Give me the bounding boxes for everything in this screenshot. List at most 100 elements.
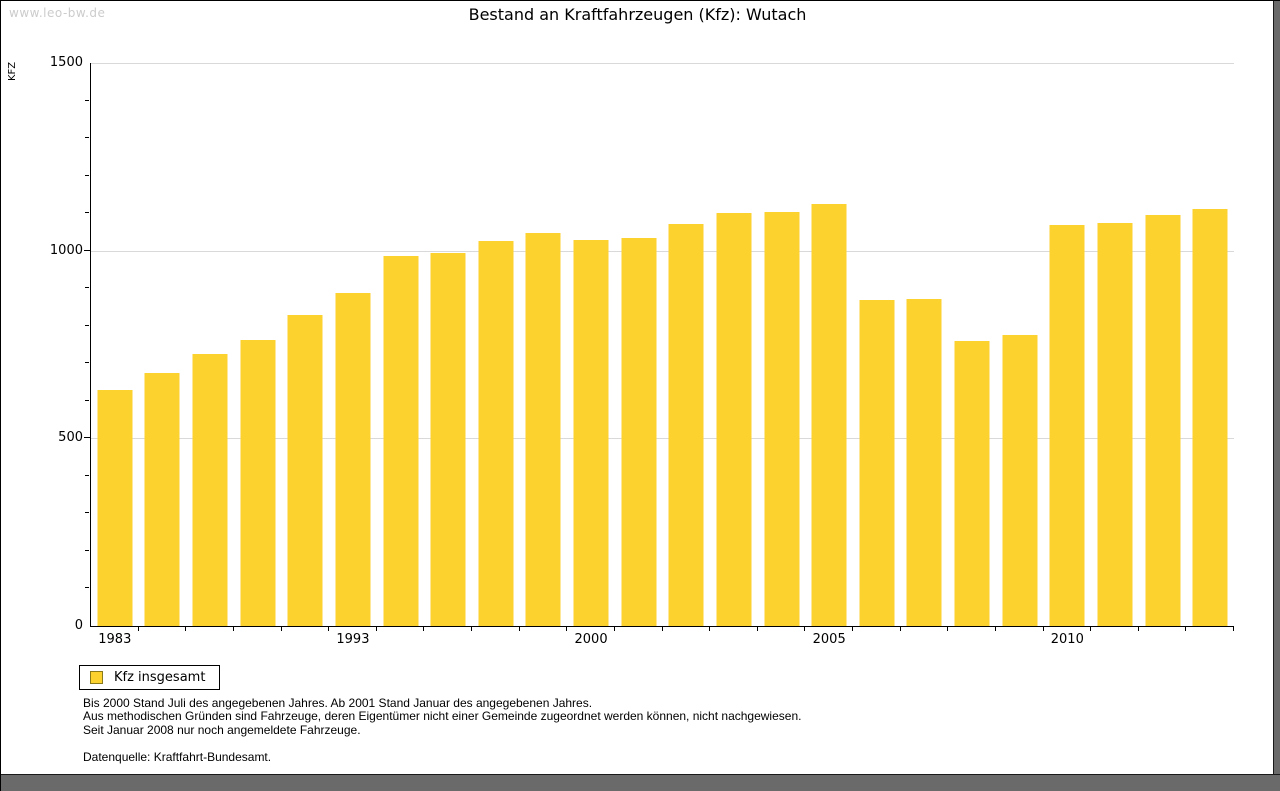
- x-axis-tick: [661, 626, 663, 631]
- x-axis-tick: [1233, 626, 1234, 631]
- bar-slot: [186, 63, 234, 626]
- x-axis-tick-label: 2010: [1050, 632, 1084, 647]
- gridline: [91, 438, 1234, 440]
- x-axis-tick: [185, 626, 187, 631]
- x-axis-tick: [375, 626, 377, 631]
- x-axis-tick: [804, 626, 806, 631]
- bar-2010[interactable]: [1049, 225, 1085, 626]
- bar-2005[interactable]: [811, 203, 847, 626]
- y-axis-tick-label: 1500: [49, 55, 83, 70]
- bar-slot: [424, 63, 472, 626]
- bar-slot: [1186, 63, 1234, 626]
- bar-slot: [805, 63, 853, 626]
- bar-1998[interactable]: [478, 240, 514, 626]
- footnote-line: Bis 2000 Stand Juli des angegebenen Jahr…: [83, 696, 593, 710]
- bar-slot: [853, 63, 901, 626]
- y-axis-tick-label: 1000: [49, 242, 83, 258]
- y-axis-tick: [85, 362, 89, 364]
- bar-1991[interactable]: [287, 315, 323, 626]
- bar-1983[interactable]: [97, 389, 133, 626]
- bar-2013[interactable]: [1192, 209, 1228, 626]
- x-axis-tick: [471, 626, 472, 631]
- y-axis-tick: [85, 174, 89, 176]
- x-axis-tick-label: 1983: [98, 632, 132, 647]
- y-axis-tick: [84, 437, 90, 439]
- footnote-line: Aus methodischen Gründen sind Fahrzeuge,…: [83, 709, 802, 724]
- x-axis-tick: [280, 626, 282, 631]
- x-axis-tick: [328, 626, 330, 631]
- bar-1985[interactable]: [144, 373, 180, 626]
- bar-slot: [1044, 63, 1092, 626]
- bar-2008[interactable]: [954, 341, 990, 626]
- gridline: [91, 63, 1234, 64]
- y-axis-tick: [85, 399, 89, 401]
- x-axis-tick: [423, 626, 425, 631]
- bar-slot: [520, 63, 568, 626]
- bar-slot: [710, 63, 758, 626]
- bar-slot: [567, 63, 615, 626]
- x-axis-tick: [1137, 626, 1139, 631]
- x-axis-tick: [137, 626, 139, 631]
- bar-slot: [377, 63, 425, 626]
- bar-slot: [663, 63, 711, 626]
- y-axis-tick: [84, 249, 90, 251]
- x-axis-tick: [947, 626, 949, 631]
- x-axis-tick: [1042, 626, 1044, 631]
- bar-slot: [1091, 63, 1139, 626]
- bar-2009[interactable]: [1002, 335, 1038, 626]
- x-axis-tick-label: 1993: [336, 632, 370, 647]
- footnotes: Bis 2000 Stand Juli des angegebenen Jahr…: [83, 696, 802, 737]
- x-axis-tick: [852, 626, 853, 631]
- bar-2011[interactable]: [1097, 222, 1133, 626]
- bar-2001[interactable]: [621, 237, 657, 626]
- y-axis-tick: [85, 99, 89, 101]
- x-axis-tick: [518, 626, 520, 631]
- y-axis-tick: [85, 474, 89, 476]
- y-axis-tick: [85, 324, 89, 326]
- bar-1987[interactable]: [192, 353, 228, 626]
- x-axis-tick: [1185, 626, 1187, 631]
- x-axis-tick: [232, 626, 234, 631]
- y-axis-tick: [85, 212, 89, 214]
- x-axis-tick: [1090, 626, 1092, 631]
- bar-slot: [472, 63, 520, 626]
- gridline: [91, 250, 1234, 252]
- window-frame-right: [1273, 1, 1280, 791]
- bar-slot: [996, 63, 1044, 626]
- bar-2012[interactable]: [1145, 215, 1181, 626]
- bar-slot: [615, 63, 663, 626]
- x-axis-tick-label: 2000: [574, 632, 608, 647]
- bar-1993[interactable]: [335, 293, 371, 626]
- plot-area: 0 500 1000 1500 1983 1993 2000 2005 2010: [50, 55, 1234, 647]
- y-axis-tick: [85, 137, 89, 139]
- bar-slot: [758, 63, 806, 626]
- bar-2004[interactable]: [764, 211, 800, 626]
- y-axis-tick-label: 500: [58, 430, 83, 446]
- bar-2007[interactable]: [906, 299, 942, 626]
- bar-2000[interactable]: [573, 239, 609, 626]
- bar-slot: [139, 63, 187, 626]
- bar-2002[interactable]: [668, 224, 704, 626]
- x-axis-tick: [613, 626, 615, 631]
- x-axis-tick: [709, 626, 711, 631]
- bar-1997[interactable]: [430, 252, 466, 626]
- y-axis-tick: [85, 512, 89, 514]
- legend-box[interactable]: Kfz insgesamt: [79, 665, 220, 690]
- footnote-line: Seit Januar 2008 nur noch angemeldete Fa…: [83, 722, 361, 737]
- legend-swatch-icon: [90, 671, 103, 684]
- bar-slot: [234, 63, 282, 626]
- bar-1995[interactable]: [383, 255, 419, 626]
- bar-slot: [91, 63, 139, 626]
- bar-1999[interactable]: [525, 233, 561, 626]
- bar-1989[interactable]: [240, 340, 276, 626]
- bar-slot: [282, 63, 330, 626]
- bar-2003[interactable]: [716, 212, 752, 626]
- x-axis-tick: [756, 626, 758, 631]
- chart-title: Bestand an Kraftfahrzeugen (Kfz): Wutach: [468, 5, 807, 24]
- bar-2006[interactable]: [859, 299, 895, 626]
- x-axis-tick-label: 2005: [812, 632, 846, 647]
- bar-slot: [329, 63, 377, 626]
- x-axis-tick: [899, 626, 901, 631]
- y-axis-tick: [85, 549, 89, 551]
